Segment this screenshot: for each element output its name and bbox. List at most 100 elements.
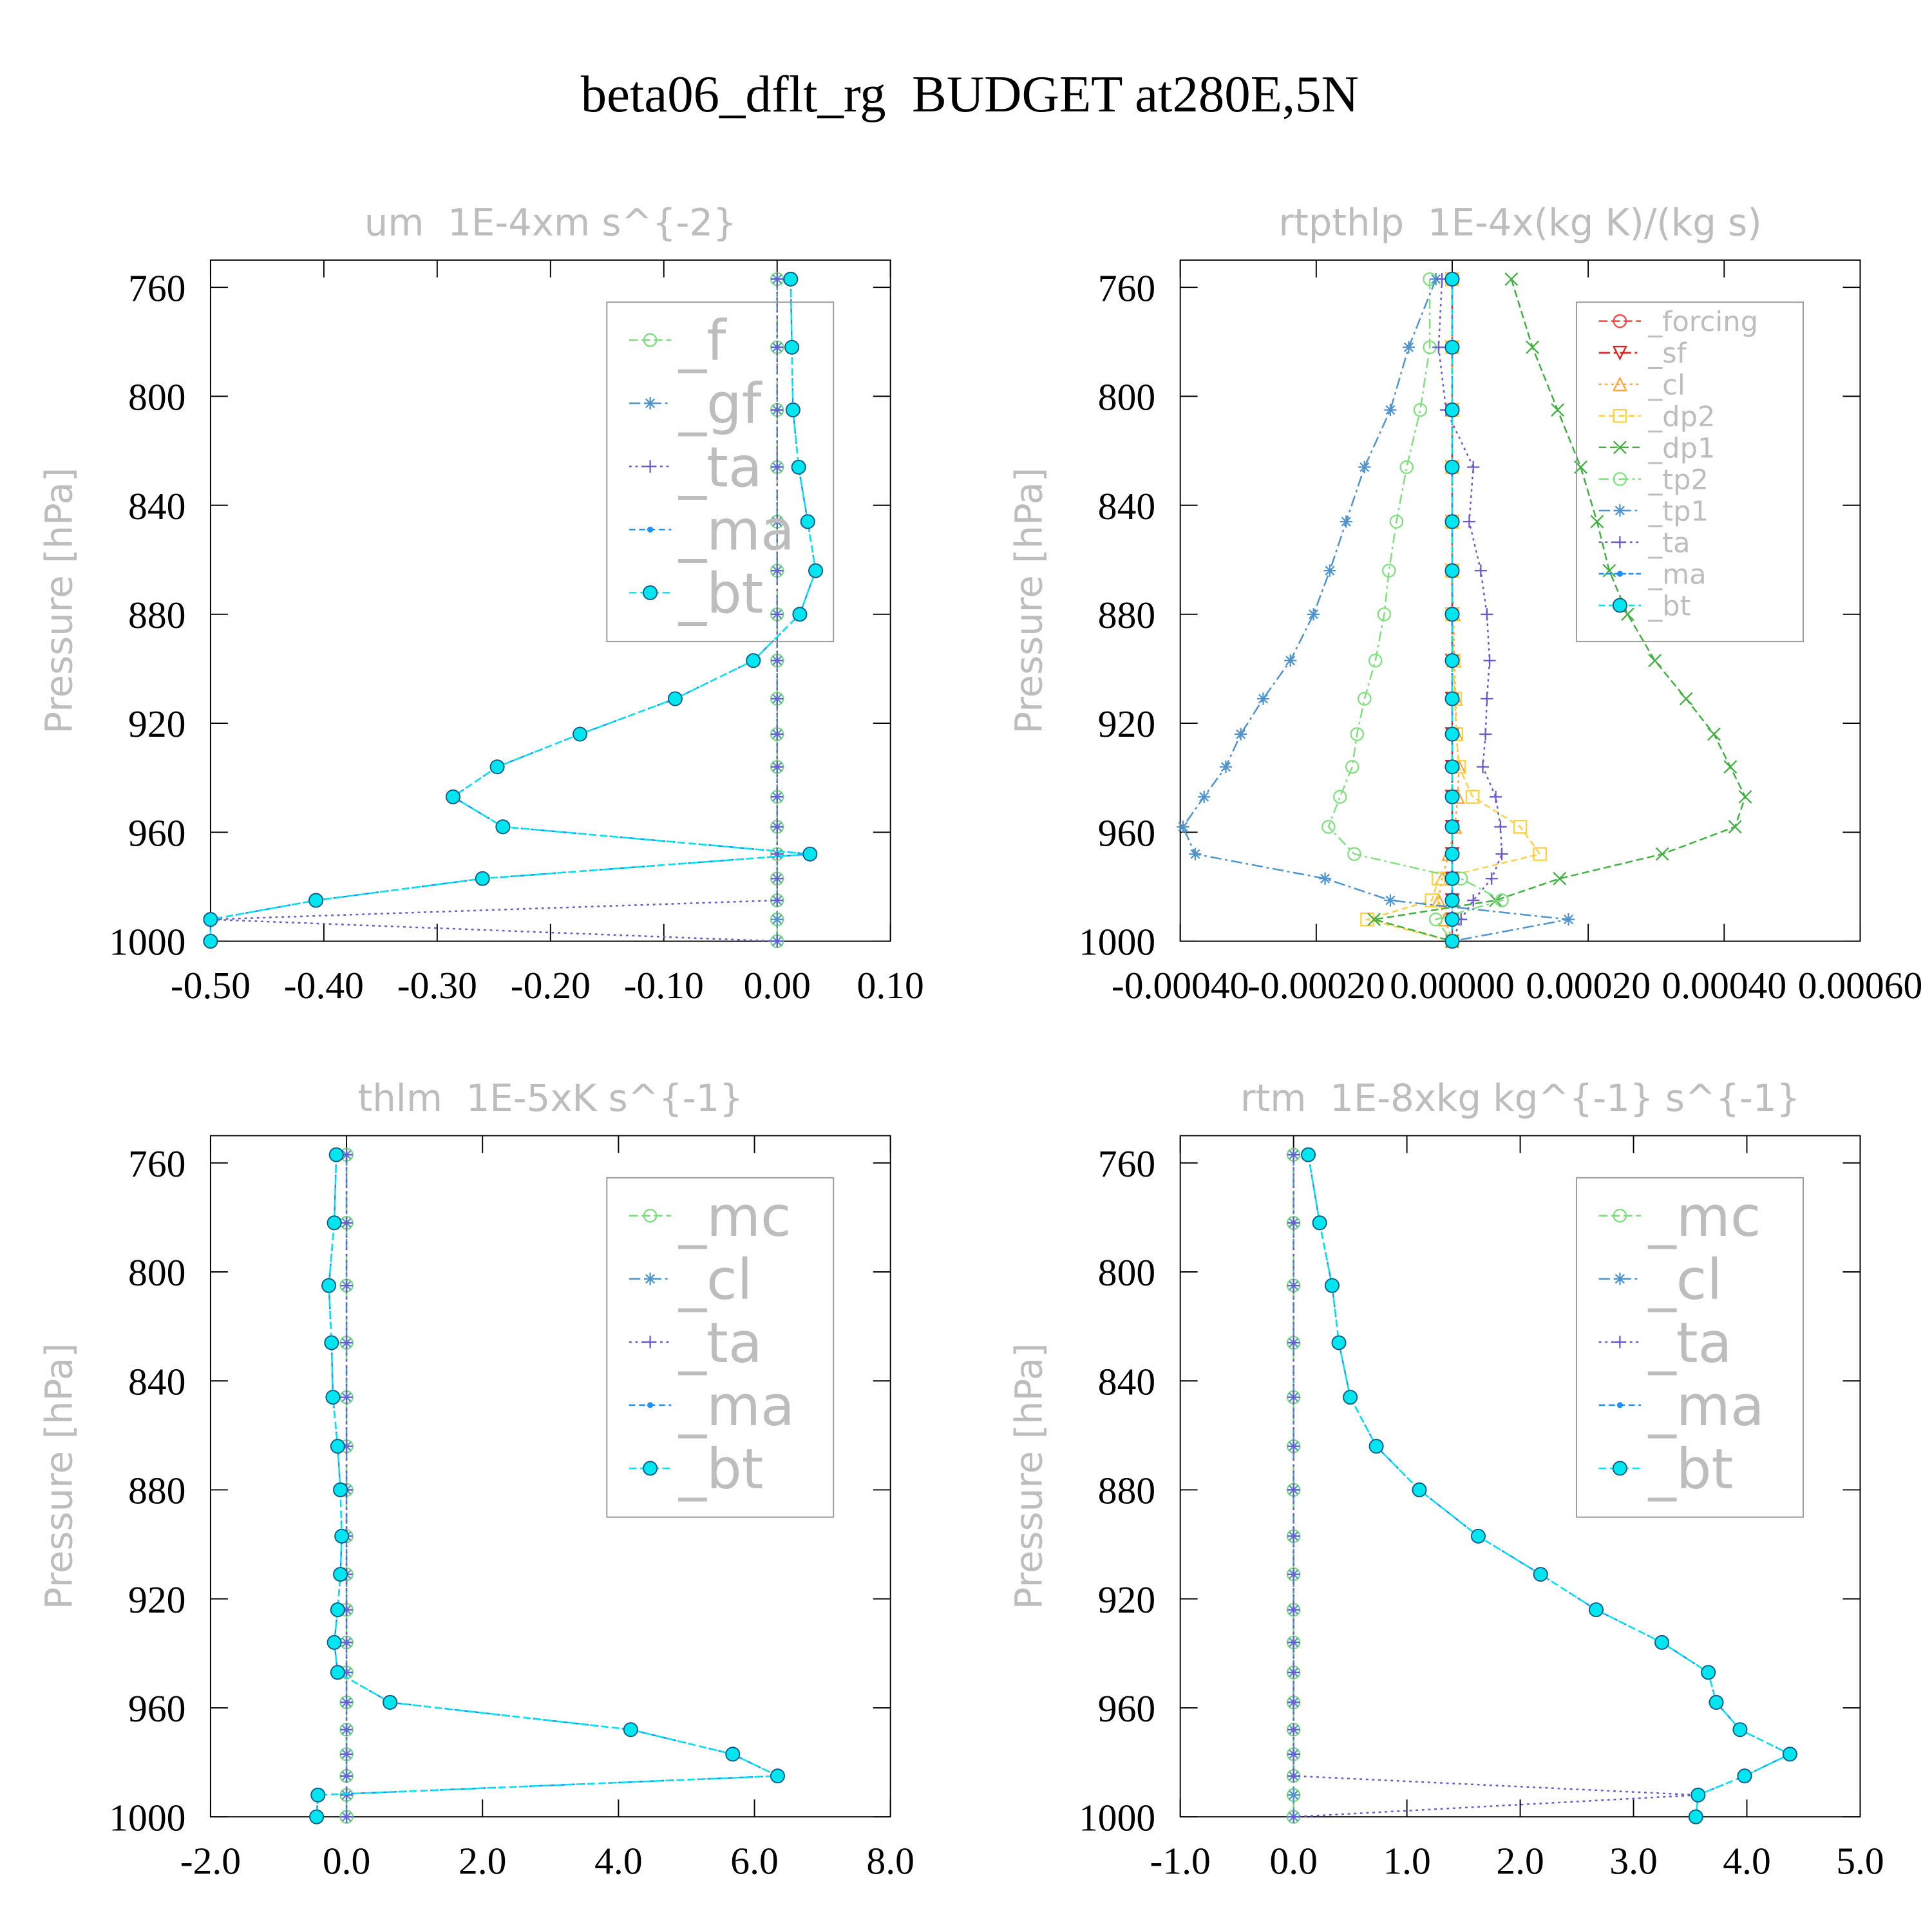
legend-box <box>1576 1177 1804 1518</box>
x-tick-label: 3.0 <box>1609 1840 1658 1882</box>
y-tick-label: 840 <box>128 1360 185 1403</box>
legend-label: _tp2 <box>1648 464 1709 496</box>
marker <box>1345 760 1359 774</box>
marker <box>203 934 218 949</box>
series-line <box>209 279 817 942</box>
legend-label: _bt <box>678 1437 764 1502</box>
marker <box>475 871 490 886</box>
chart-title: thlm 1E-5xK s^{-1} <box>358 1076 743 1120</box>
marker <box>1444 893 1460 908</box>
marker <box>1495 848 1508 860</box>
x-tick-label: -0.00020 <box>1247 964 1385 1007</box>
x-tick-label: 4.0 <box>1723 1840 1771 1882</box>
marker <box>1432 341 1445 354</box>
marker <box>1287 1636 1300 1649</box>
marker <box>1287 1810 1300 1823</box>
marker <box>771 728 784 741</box>
marker <box>1287 1148 1300 1161</box>
marker <box>1287 1696 1300 1709</box>
y-tick-label: 880 <box>1098 1470 1155 1512</box>
marker <box>1483 654 1496 667</box>
marker <box>1613 1336 1626 1349</box>
marker <box>1444 912 1460 927</box>
marker <box>340 1748 353 1761</box>
marker <box>1340 515 1352 528</box>
marker <box>1377 607 1392 621</box>
marker <box>1198 790 1211 803</box>
marker <box>791 459 806 475</box>
marker <box>1444 653 1460 668</box>
marker <box>1287 1483 1300 1497</box>
marker <box>647 526 654 533</box>
x-tick-label: -0.00040 <box>1112 964 1249 1007</box>
legend-label: _ta <box>678 435 762 500</box>
marker <box>1474 564 1487 577</box>
legend-label: _ta <box>678 1311 762 1376</box>
legend-label: _cl <box>1648 369 1685 401</box>
marker <box>327 1634 342 1650</box>
marker <box>333 1482 348 1497</box>
marker <box>1782 1747 1797 1762</box>
legend-label: _ta <box>1648 527 1690 559</box>
marker <box>1189 848 1202 860</box>
marker <box>1235 728 1247 741</box>
legend-label: _bt <box>678 562 764 626</box>
marker <box>771 872 784 885</box>
marker <box>746 653 761 668</box>
x-tick-label: -0.50 <box>171 964 251 1007</box>
marker <box>1287 1336 1300 1349</box>
marker <box>1467 460 1480 473</box>
x-tick-label: 0.00040 <box>1662 964 1786 1007</box>
series-line <box>316 1155 778 1817</box>
marker <box>1533 1567 1548 1582</box>
marker <box>1428 912 1443 927</box>
x-tick-label: 0.0 <box>323 1840 371 1882</box>
marker <box>340 1336 353 1349</box>
y-tick-label: 1000 <box>109 921 185 963</box>
marker <box>1688 1809 1703 1824</box>
y-tick-label: 840 <box>1098 485 1155 527</box>
marker <box>1562 913 1575 926</box>
x-tick-label: 0.10 <box>857 964 924 1007</box>
marker <box>1553 871 1567 886</box>
marker <box>340 1696 353 1709</box>
marker <box>1613 1208 1627 1223</box>
marker <box>1324 1278 1340 1293</box>
marker <box>1701 1665 1716 1680</box>
marker <box>340 1770 353 1783</box>
marker <box>1504 272 1519 286</box>
marker <box>644 460 657 473</box>
marker <box>1382 564 1396 578</box>
marker <box>1533 847 1547 861</box>
marker <box>1551 403 1565 417</box>
y-tick-label: 880 <box>128 594 185 636</box>
marker <box>330 1439 345 1454</box>
x-tick-label: -0.40 <box>284 964 364 1007</box>
marker <box>1444 563 1460 578</box>
marker <box>1287 1604 1300 1616</box>
marker <box>340 1723 353 1736</box>
marker <box>1613 472 1627 486</box>
x-tick-label: 2.0 <box>1496 1840 1544 1882</box>
marker <box>771 403 784 417</box>
marker <box>1613 504 1626 517</box>
y-tick-label: 800 <box>128 376 185 419</box>
marker <box>324 1335 339 1350</box>
marker <box>1613 440 1627 455</box>
marker <box>1613 1273 1626 1285</box>
marker <box>1307 608 1320 621</box>
marker <box>1612 345 1627 361</box>
marker <box>647 1402 654 1408</box>
y-tick-label: 960 <box>1098 811 1155 854</box>
marker <box>1177 820 1189 833</box>
marker <box>309 1809 325 1824</box>
y-tick-label: 1000 <box>1079 921 1155 963</box>
marker <box>1368 654 1383 668</box>
x-tick-label: 1.0 <box>1383 1840 1431 1882</box>
marker <box>1602 564 1616 578</box>
y-tick-label: 760 <box>128 267 185 309</box>
marker <box>1588 1602 1604 1618</box>
legend-label: _ma <box>678 498 795 563</box>
marker <box>1444 846 1460 862</box>
